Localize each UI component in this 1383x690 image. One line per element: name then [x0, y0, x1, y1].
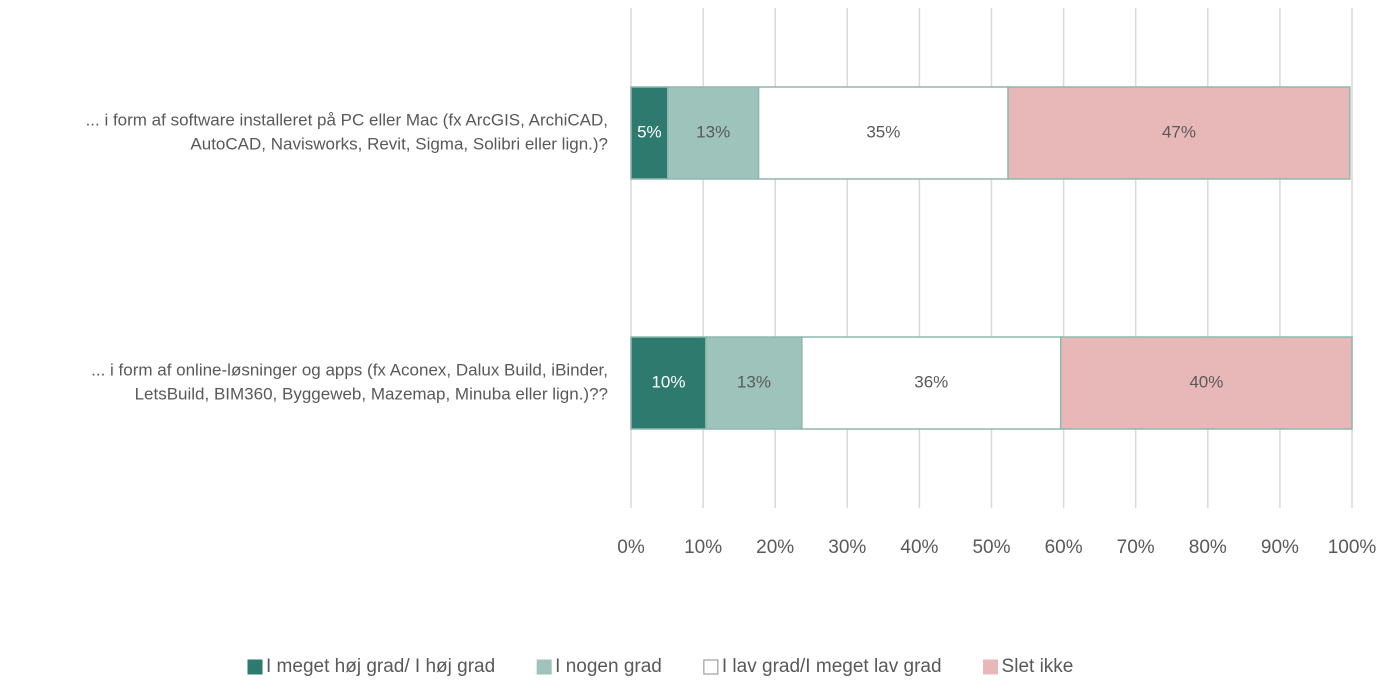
x-tick-label: 60%: [1045, 537, 1083, 558]
grid: [630, 8, 1353, 508]
bar-segment: [801, 336, 1062, 430]
bar-segment: [757, 86, 1009, 180]
data-label: 40%: [1189, 372, 1223, 391]
legend-swatch: [983, 659, 999, 675]
x-tick-label: 10%: [684, 537, 722, 558]
legend-swatch: [247, 659, 263, 675]
data-label: 10%: [651, 372, 685, 391]
legend-swatch: [703, 659, 719, 675]
category-label: ... i form af online-løsninger og apps (…: [91, 360, 608, 379]
data-label: 36%: [914, 372, 948, 391]
legend-label: Slet ikke: [1002, 656, 1074, 677]
category-label: ... i form af software installeret på PC…: [86, 110, 608, 129]
legend-label: I nogen grad: [555, 656, 662, 677]
x-tick-label: 90%: [1261, 537, 1299, 558]
x-tick-label: 40%: [900, 537, 938, 558]
x-tick-label: 30%: [828, 537, 866, 558]
x-tick-label: 80%: [1189, 537, 1227, 558]
x-tick-label: 100%: [1328, 537, 1377, 558]
data-label: 35%: [866, 122, 900, 141]
x-tick-label: 50%: [972, 537, 1010, 558]
bar-segment: [667, 86, 760, 180]
legend-label: I meget høj grad/ I høj grad: [266, 656, 495, 677]
data-label: 13%: [696, 122, 730, 141]
category-label: LetsBuild, BIM360, Byggeweb, Mazemap, Mi…: [135, 384, 608, 403]
bar-segment: [1007, 86, 1351, 180]
legend-label: I lav grad/I meget lav grad: [722, 656, 942, 677]
legend-swatch: [536, 659, 552, 675]
bar-segment: [630, 86, 669, 180]
x-tick-label: 0%: [617, 537, 645, 558]
category-label: AutoCAD, Navisworks, Revit, Sigma, Solib…: [190, 134, 608, 153]
bar-segment: [705, 336, 803, 430]
data-label: 47%: [1162, 122, 1196, 141]
bar-segment: [630, 336, 707, 430]
x-tick-label: 70%: [1117, 537, 1155, 558]
x-tick-label: 20%: [756, 537, 794, 558]
data-label: 13%: [737, 372, 771, 391]
data-label: 5%: [637, 122, 662, 141]
bar-segment: [1059, 336, 1353, 430]
